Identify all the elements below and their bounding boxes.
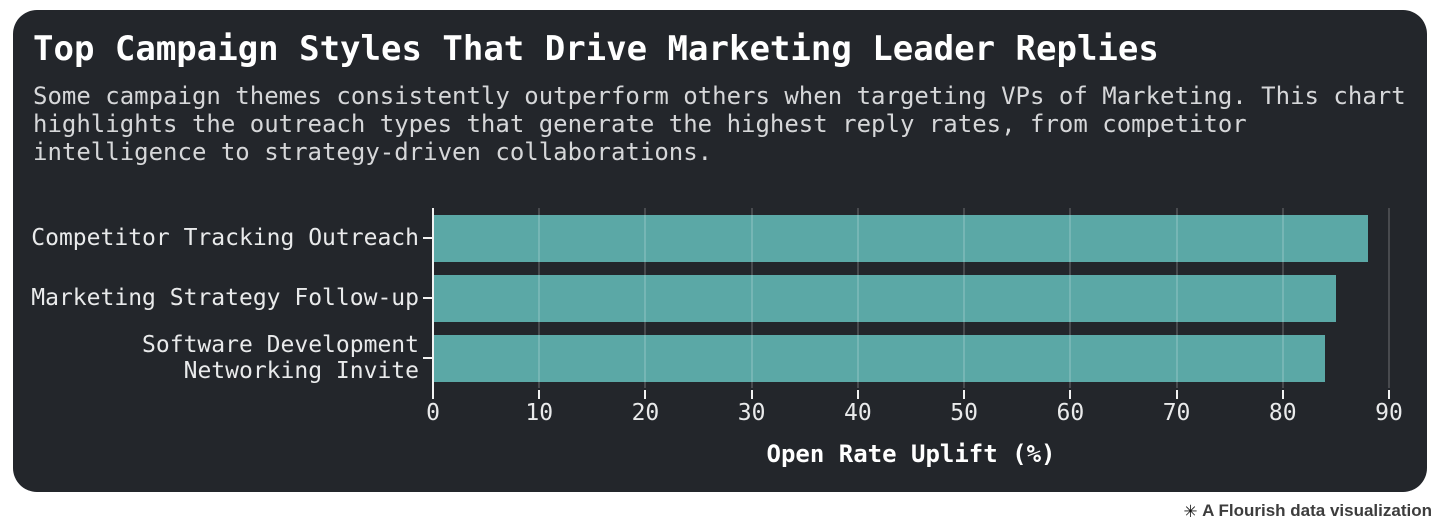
gridline [1069, 208, 1072, 388]
x-tick-mark [750, 390, 753, 399]
chart-subtitle: Some campaign themes consistently outper… [33, 82, 1406, 166]
x-tick-mark [1069, 390, 1072, 399]
bar-1[interactable] [433, 214, 1368, 262]
chart-card: Top Campaign Styles That Drive Marketing… [13, 10, 1427, 492]
category-label: Marketing Strategy Follow-up [31, 285, 419, 311]
gridline [1175, 208, 1178, 388]
x-axis: 0 10 20 30 40 50 60 70 80 90 [426, 390, 1403, 432]
x-axis-title: Open Rate Uplift (%) [766, 440, 1056, 468]
flourish-attribution-link[interactable]: A Flourish data visualization [1202, 501, 1432, 520]
x-tick-label: 60 [1056, 400, 1085, 426]
x-tick-label: 90 [1375, 400, 1403, 426]
x-tick-label: 80 [1268, 400, 1297, 426]
flourish-logo-icon: ✳ [1183, 498, 1198, 523]
category-labels: Competitor Tracking Outreach Marketing St… [13, 208, 433, 388]
y-axis-line [432, 208, 434, 396]
category-tick-mark [423, 237, 432, 239]
category-label: Competitor Tracking Outreach [31, 225, 419, 251]
x-tick-mark [538, 390, 541, 399]
x-tick-mark [1281, 390, 1284, 399]
x-tick-label: 70 [1162, 400, 1191, 426]
category-tick-mark [423, 357, 432, 359]
category-label: Software Development Networking Invite [142, 332, 419, 384]
gridline [856, 208, 859, 388]
x-tick-mark [856, 390, 859, 399]
x-tick-label: 30 [737, 400, 766, 426]
gridline [538, 208, 541, 388]
gridline [644, 208, 647, 388]
x-tick-label: 20 [631, 400, 660, 426]
x-tick-label: 40 [844, 400, 872, 426]
bar-2[interactable] [433, 274, 1336, 322]
x-tick-mark [644, 390, 647, 399]
bar-chart: Competitor Tracking Outreach Marketing St… [13, 208, 1427, 478]
x-tick-mark [1388, 390, 1390, 399]
gridline [750, 208, 753, 388]
gridline [1281, 208, 1284, 388]
bar-3[interactable] [433, 334, 1326, 382]
plot-area [432, 208, 1390, 396]
x-tick-mark [963, 390, 966, 399]
x-tick-label: 0 [426, 400, 440, 426]
gridline [963, 208, 966, 388]
x-tick-label: 10 [525, 400, 554, 426]
chart-title: Top Campaign Styles That Drive Marketing… [33, 29, 1159, 69]
flourish-attribution: ✳ A Flourish data visualization [0, 492, 1432, 530]
x-tick-mark [1175, 390, 1178, 399]
x-tick-label: 50 [950, 400, 978, 426]
category-tick-mark [423, 297, 432, 299]
gridline [1388, 208, 1390, 388]
